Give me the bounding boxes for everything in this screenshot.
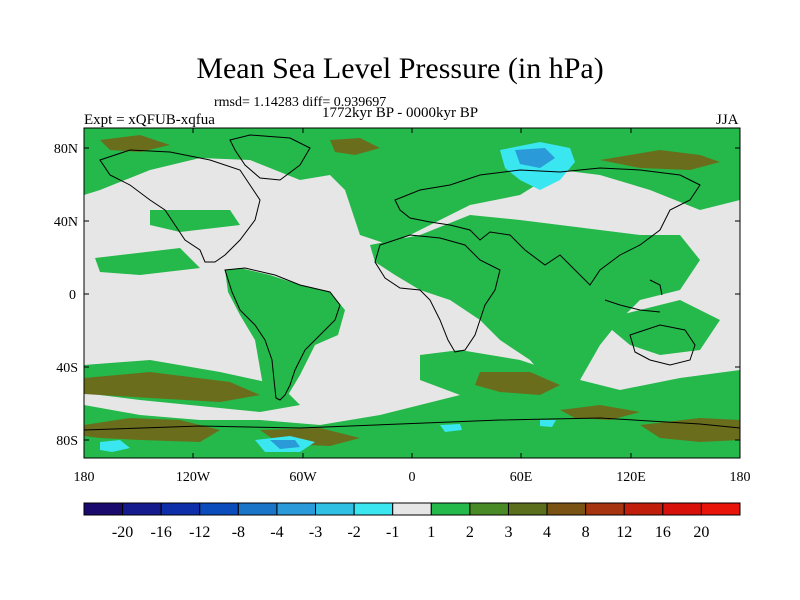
colorbar-swatch [392,502,432,516]
colorbar-swatch [430,502,471,516]
colorbar-label: -2 [347,524,360,541]
coastlines [84,134,740,431]
time-period: 1772kyr BP - 0000kyr BP [322,105,479,121]
lon-label-180w: 180 [74,470,95,485]
colorbar-label: -12 [189,524,210,541]
colorbar-swatch [662,502,702,516]
colorbar-swatch [700,502,741,516]
colorbar-label: 12 [616,524,632,541]
lon-label-60w: 60W [289,470,317,485]
colorbar-swatch [546,502,587,516]
latitude-axis: 80N 40N 0 40S 80S [54,142,740,449]
colorbar: -20 -16 -12 -8 -4 -3 -2 -1 1 2 3 4 8 12 16 20 [83,502,741,541]
colorbar-label: -1 [386,524,399,541]
rmsd-diff-stats: rmsd= 1.14283 diff= 0.939697 [214,95,387,110]
colorbar-label: -16 [151,524,172,541]
colorbar-label: -4 [270,524,283,541]
colorbar-swatch [469,502,509,516]
colorbar-label: 8 [582,524,590,541]
colorbar-swatch [315,502,355,516]
colorbar-label: 1 [427,524,435,541]
longitude-axis: 180 120W 60W 0 60E 120E 180 [74,128,751,485]
colorbar-swatch [160,502,201,516]
lat-label-40n: 40N [54,215,78,230]
colorbar-swatch [507,502,548,516]
colorbar-label: -20 [112,524,133,541]
colorbar-swatch [623,502,664,516]
lat-label-80s: 80S [56,434,78,449]
lon-label-180e: 180 [730,470,751,485]
lon-label-120w: 120W [176,470,211,485]
lat-label-equator: 0 [69,288,76,303]
lon-label-0: 0 [409,470,416,485]
colorbar-swatch [585,502,625,516]
colorbar-swatch [353,502,394,516]
colorbar-label: 16 [655,524,671,541]
lon-label-60e: 60E [510,470,533,485]
experiment-label: Expt = xQFUB-xqfua [84,112,215,128]
lat-label-80n: 80N [54,142,78,157]
colorbar-swatch [199,502,239,516]
colorbar-label: -8 [232,524,245,541]
colorbar-label: 20 [693,524,709,541]
pressure-anomaly-field [84,128,740,458]
colorbar-swatch [237,502,278,516]
colorbar-label: 2 [466,524,474,541]
anomaly-region-positive [84,128,740,458]
season-label: JJA [716,112,739,128]
anomaly-region-strong-negative [270,148,555,449]
anomaly-region-strong-positive [84,135,740,446]
lat-label-40s: 40S [56,361,78,376]
map-title: Mean Sea Level Pressure (in hPa) [196,52,604,85]
colorbar-label: 4 [543,524,551,541]
colorbar-label: -3 [309,524,322,541]
colorbar-swatch [276,502,317,516]
lon-label-120e: 120E [616,470,646,485]
colorbar-swatch [122,502,162,516]
colorbar-label: 3 [504,524,512,541]
colorbar-swatch [83,502,124,516]
